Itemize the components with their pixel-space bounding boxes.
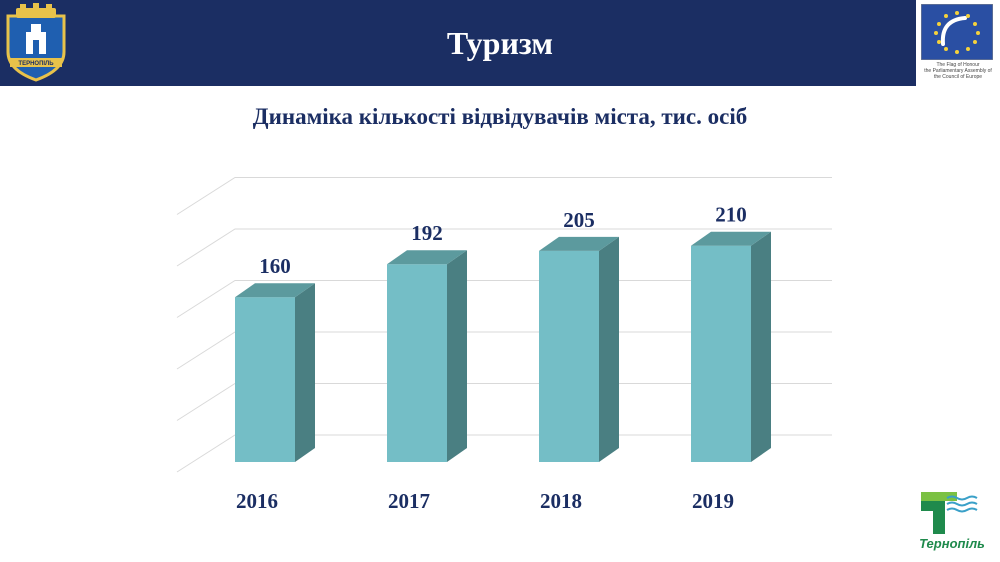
badge-caption-line-3: the Council of Europe xyxy=(933,74,983,80)
data-label-2018: 205 xyxy=(563,208,595,232)
gridline xyxy=(176,280,832,318)
crest-label: ТЕРНОПІЛЬ xyxy=(18,61,54,67)
bar-side-2018 xyxy=(599,236,619,462)
data-label-2017: 192 xyxy=(411,221,443,245)
ternopil-logo-icon xyxy=(921,492,978,534)
council-of-europe-flag-icon xyxy=(921,4,993,60)
x-tick-label-2018: 2018 xyxy=(540,489,582,513)
x-tick-label-2019: 2019 xyxy=(692,489,734,513)
bar-top-2018 xyxy=(539,236,619,251)
bar-2018 xyxy=(539,250,599,462)
badge-caption-line-2: the Parliamentary Assembly of xyxy=(924,68,992,74)
header-bar: ТЕРНОПІЛЬ Туризм The Flag of Honour the … xyxy=(0,0,1000,86)
bar-2017 xyxy=(387,264,447,462)
bar-top-2017 xyxy=(387,250,467,265)
x-tick-label-2016: 2016 xyxy=(236,489,278,513)
bar-side-2016 xyxy=(295,283,315,462)
city-name-label: Тернопіль xyxy=(919,536,985,551)
bar-side-2019 xyxy=(751,231,771,462)
bar-side-2017 xyxy=(447,250,467,462)
chart-title: Динаміка кількості відвідувачів міста, т… xyxy=(252,104,748,129)
bar-top-2016 xyxy=(235,283,315,298)
chart-labels: 160 2016 192 2017 205 2018 210 2019 xyxy=(236,203,747,513)
ternopil-city-logo: Тернопіль xyxy=(907,488,997,558)
bar-top-2019 xyxy=(691,231,771,246)
gridline xyxy=(176,228,832,267)
data-label-2016: 160 xyxy=(259,254,291,278)
bar-2019 xyxy=(691,245,751,462)
council-of-europe-badge: The Flag of Honour the Parliamentary Ass… xyxy=(916,0,1000,86)
badge-caption-line-1: The Flag of Honour xyxy=(936,62,980,68)
x-tick-label-2017: 2017 xyxy=(388,489,430,513)
bar-2016 xyxy=(235,297,295,462)
chart-bars xyxy=(235,231,771,462)
gridline xyxy=(176,177,832,215)
data-label-2019: 210 xyxy=(715,203,747,227)
page-title: Туризм xyxy=(446,25,554,61)
city-crest-icon: ТЕРНОПІЛЬ xyxy=(6,3,66,82)
